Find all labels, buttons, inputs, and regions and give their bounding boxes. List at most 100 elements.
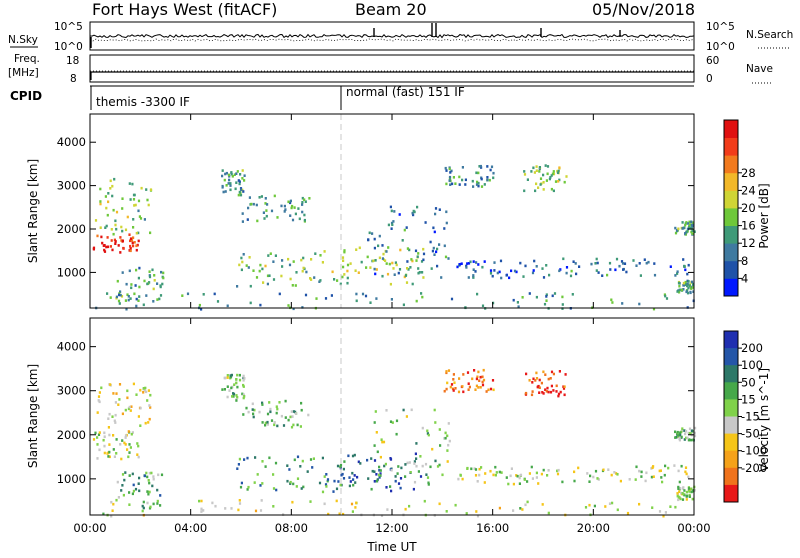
echo-cell	[235, 181, 238, 184]
echo-cell	[474, 270, 477, 273]
echo-cell	[422, 247, 425, 251]
echo-cell	[555, 384, 558, 388]
echo-cell	[425, 473, 428, 476]
echo-cell	[544, 388, 547, 391]
echo-cell	[530, 393, 534, 397]
echo-cell	[103, 435, 106, 438]
echo-cell	[476, 180, 479, 184]
echo-cell	[259, 484, 262, 487]
echo-cell	[665, 297, 669, 300]
echo-cell	[259, 509, 263, 512]
echo-cell	[676, 228, 679, 232]
echo-cell	[96, 234, 99, 238]
echo-cell	[296, 477, 300, 480]
echo-cell	[677, 227, 680, 231]
echo-cell	[126, 293, 129, 296]
echo-cell	[445, 371, 448, 375]
echo-cell	[226, 374, 229, 377]
echo-cell	[541, 267, 544, 270]
echo-cell	[121, 197, 124, 200]
echo-cell	[118, 292, 121, 295]
echo-cell	[242, 385, 245, 388]
echo-cell	[489, 387, 493, 391]
echo-cell	[239, 173, 242, 176]
echo-cell	[431, 249, 434, 253]
echo-cell	[389, 282, 392, 286]
echo-cell	[298, 217, 301, 221]
echo-cell	[114, 413, 117, 417]
echo-cell	[278, 401, 281, 404]
echo-cell	[481, 383, 485, 387]
echo-cell	[432, 226, 435, 230]
echo-cell	[433, 253, 436, 256]
echo-cell	[480, 177, 483, 181]
echo-cell	[127, 295, 130, 298]
echo-cell	[289, 415, 292, 419]
echo-cell	[535, 377, 539, 380]
echo-cell	[595, 257, 598, 261]
velocity-echo-field	[92, 368, 697, 518]
echo-cell	[571, 293, 574, 296]
echo-cell	[230, 507, 233, 510]
echo-cell	[403, 275, 406, 279]
echo-cell	[472, 274, 475, 277]
echo-cell	[143, 388, 146, 392]
echo-cell	[321, 456, 324, 460]
echo-cell	[130, 283, 133, 286]
echo-cell	[256, 219, 259, 223]
echo-cell	[481, 265, 484, 269]
echo-cell	[291, 284, 294, 287]
echo-cell	[351, 471, 354, 475]
echo-cell	[110, 239, 113, 242]
echo-cell	[608, 502, 612, 505]
echo-cell	[694, 426, 697, 430]
echo-cell	[417, 271, 420, 275]
echo-cell	[399, 477, 403, 480]
echo-cell	[302, 266, 305, 270]
echo-cell	[114, 223, 117, 227]
echo-cell	[152, 287, 155, 291]
echo-cell	[536, 385, 539, 389]
echo-cell	[557, 392, 561, 396]
echo-cell	[346, 281, 349, 285]
echo-cell	[300, 401, 303, 405]
echo-cell	[539, 183, 542, 186]
echo-cell	[146, 490, 149, 493]
echo-cell	[115, 227, 118, 231]
echo-cell	[451, 182, 454, 186]
echo-cell	[231, 395, 234, 398]
echo-cell	[450, 169, 453, 173]
nsearch-tick-top: 10^5	[706, 21, 735, 33]
echo-cell	[419, 455, 422, 458]
echo-cell	[304, 200, 307, 203]
echo-cell	[186, 292, 190, 296]
echo-cell	[132, 193, 136, 197]
echo-cell	[481, 304, 485, 308]
echo-cell	[261, 460, 264, 463]
echo-cell	[267, 254, 270, 257]
echo-cell	[132, 382, 135, 386]
echo-cell	[477, 184, 480, 188]
echo-cell	[689, 290, 692, 294]
echo-cell	[153, 279, 156, 282]
echo-cell	[309, 277, 312, 280]
echo-cell	[659, 469, 662, 472]
echo-cell	[295, 485, 298, 488]
echo-cell	[457, 477, 460, 481]
colorbar-swatch	[724, 467, 738, 486]
x-tick-label: 08:00	[275, 521, 308, 535]
echo-cell	[300, 258, 303, 262]
echo-cell	[373, 470, 376, 473]
echo-cell	[491, 274, 494, 278]
echo-cell	[552, 189, 555, 193]
echo-cell	[108, 455, 111, 459]
echo-cell	[124, 443, 127, 446]
echo-cell	[572, 260, 575, 263]
echo-cell	[452, 378, 455, 381]
echo-cell	[342, 477, 346, 480]
echo-cell	[473, 467, 476, 470]
echo-cell	[138, 266, 141, 270]
echo-cell	[303, 218, 306, 222]
echo-cell	[638, 469, 641, 473]
echo-cell	[458, 263, 462, 266]
